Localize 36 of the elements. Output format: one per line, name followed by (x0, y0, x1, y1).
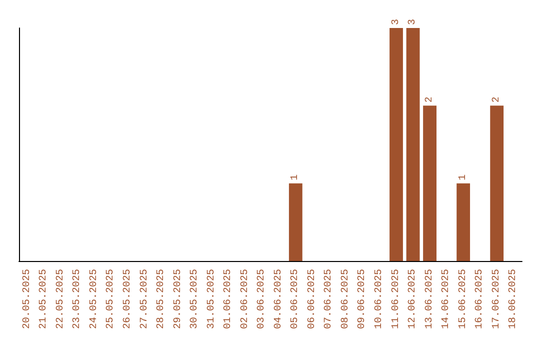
data-label: 1 (458, 174, 469, 180)
x-tick-label: 10.06.2025 (374, 268, 385, 330)
data-label: 2 (424, 96, 436, 103)
x-tick-label: 17.06.2025 (491, 268, 502, 330)
x-tick-label: 18.06.2025 (508, 268, 520, 330)
data-label: 1 (290, 174, 302, 180)
x-tick-label: 26.05.2025 (122, 268, 134, 330)
data-label: 3 (390, 18, 402, 25)
data-label: 3 (408, 18, 419, 25)
data-label: 2 (491, 96, 502, 103)
x-tick-label: 25.05.2025 (106, 268, 117, 330)
x-tick-label: 06.06.2025 (306, 268, 318, 330)
x-tick-label: 14.06.2025 (441, 268, 452, 330)
x-tick-label: 20.05.2025 (22, 268, 33, 330)
x-tick-label: 07.06.2025 (324, 268, 335, 330)
x-tick-label: 09.06.2025 (357, 268, 368, 330)
x-tick-label: 21.05.2025 (38, 268, 50, 330)
x-tick-label: 23.05.2025 (72, 268, 84, 330)
x-tick-label: 05.06.2025 (290, 268, 302, 330)
x-tick-label: 30.05.2025 (190, 268, 201, 330)
x-tick-label: 15.06.2025 (458, 268, 469, 330)
x-tick-label: 11.06.2025 (390, 268, 402, 330)
x-tick-label: 27.05.2025 (139, 268, 150, 330)
x-tick-label: 29.05.2025 (172, 268, 184, 330)
x-tick-label: 01.06.2025 (223, 268, 234, 330)
x-tick-label: 22.05.2025 (55, 268, 66, 330)
x-tick-label: 02.06.2025 (240, 268, 251, 330)
x-tick-label: 24.05.2025 (88, 268, 100, 330)
x-tick-label: 28.05.2025 (156, 268, 168, 330)
x-tick-label: 31.05.2025 (206, 268, 218, 330)
x-tick-label: 16.06.2025 (474, 268, 486, 330)
x-tick-label: 04.06.2025 (273, 268, 284, 330)
x-tick-label: 03.06.2025 (256, 268, 268, 330)
x-tick-label: 12.06.2025 (408, 268, 419, 330)
x-tick-label: 08.06.2025 (340, 268, 352, 330)
x-tick-label: 13.06.2025 (424, 268, 436, 330)
